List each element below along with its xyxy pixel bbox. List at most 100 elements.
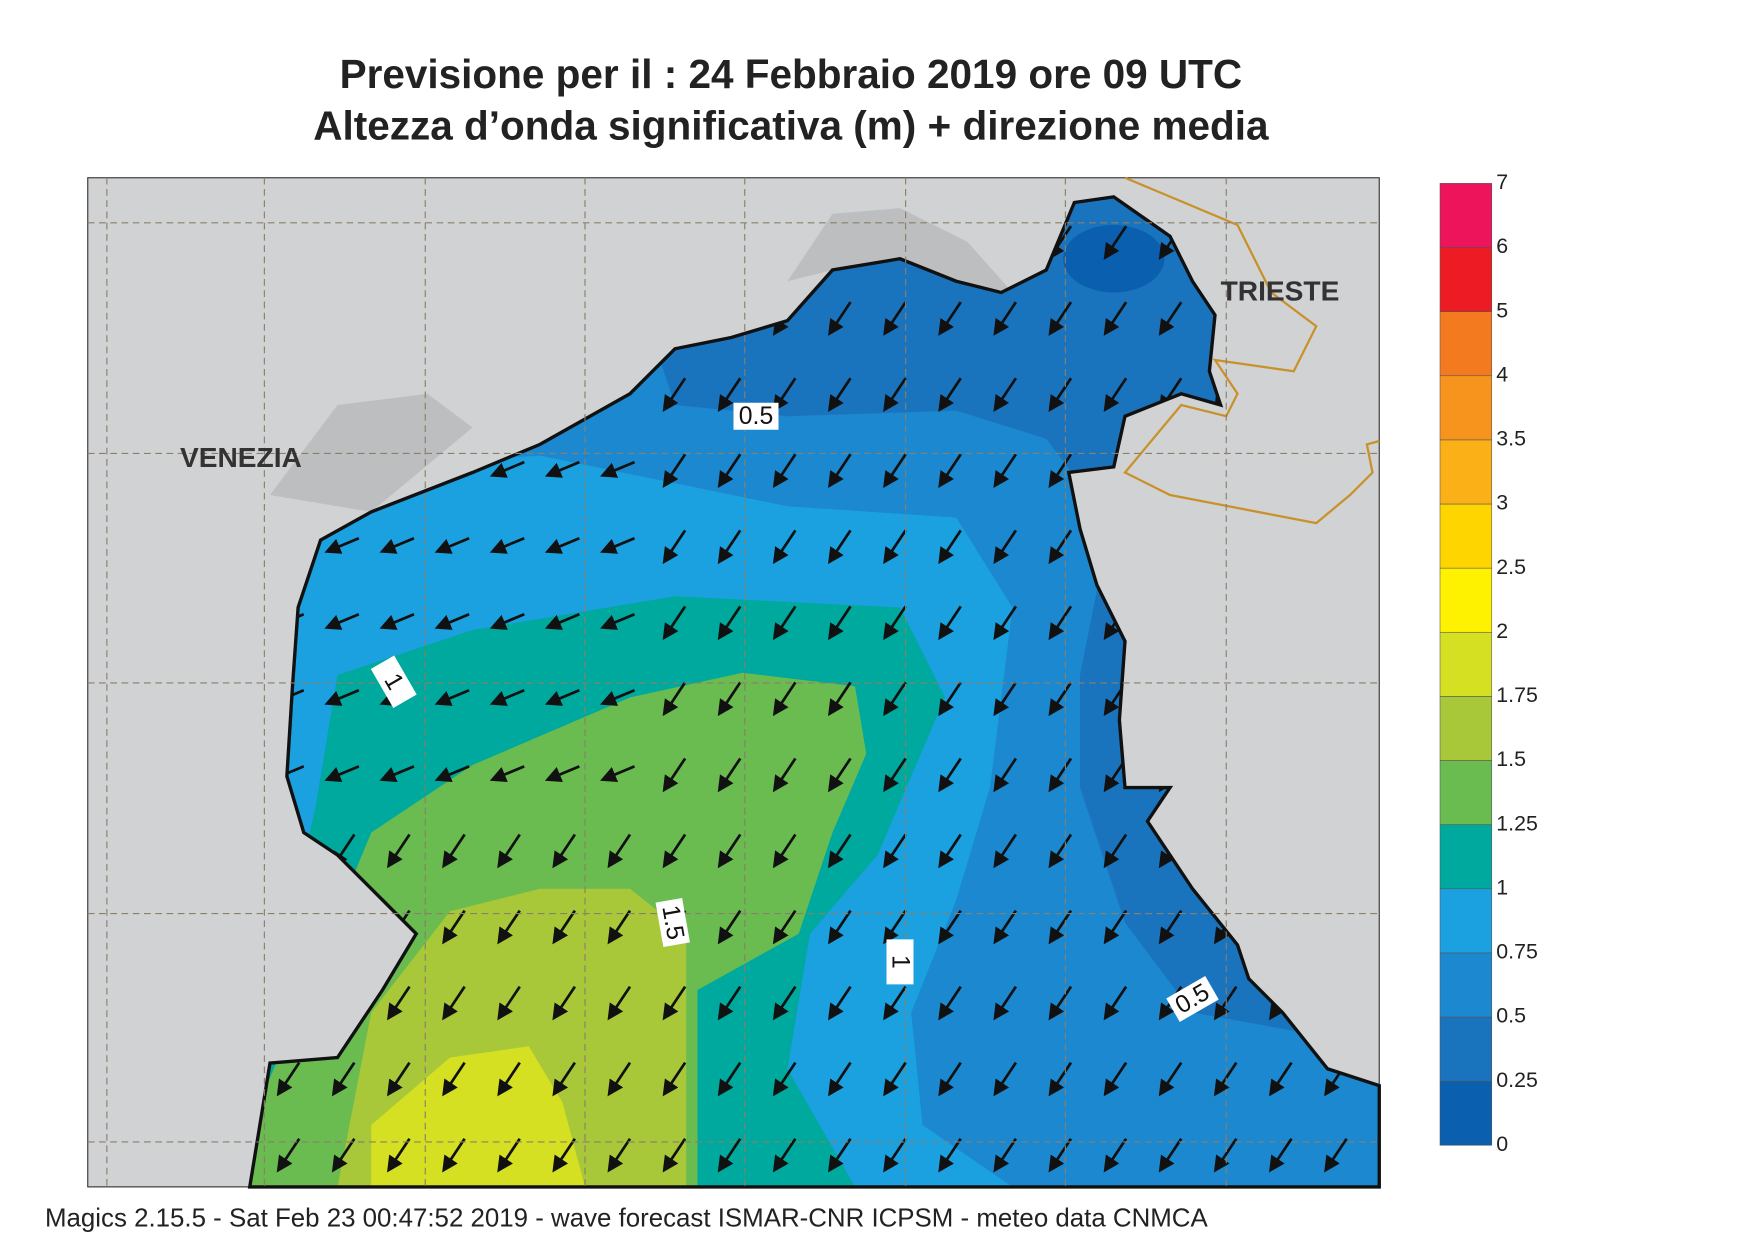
direction-arrow <box>662 1061 687 1097</box>
direction-arrow <box>883 529 907 565</box>
colorbar-tick-label: 3.5 <box>1496 427 1526 451</box>
direction-arrow <box>772 1061 797 1097</box>
direction-arrow <box>1269 1137 1293 1173</box>
direction-arrow <box>331 1137 356 1173</box>
direction-arrow <box>387 985 411 1021</box>
colorbar-band <box>1439 247 1493 312</box>
direction-arrow <box>772 453 797 489</box>
direction-arrow <box>489 613 525 630</box>
direction-arrow <box>662 757 687 793</box>
colorbar-band <box>1439 567 1493 633</box>
direction-arrow <box>772 757 797 793</box>
direction-arrow <box>772 833 797 869</box>
direction-arrow <box>442 1061 466 1097</box>
direction-arrow <box>717 681 742 717</box>
colorbar-band <box>1439 375 1493 441</box>
footer: Magics 2.15.5 - Sat Feb 23 00:47:52 2019… <box>45 1204 1208 1232</box>
colorbar-tick-label: 5 <box>1496 298 1508 322</box>
direction-arrow <box>662 453 687 489</box>
direction-arrow <box>1048 681 1073 717</box>
direction-arrow <box>993 453 1017 489</box>
direction-arrow <box>1269 1061 1293 1097</box>
colorbar-tick-label: 0.25 <box>1496 1068 1538 1092</box>
direction-arrow <box>1158 301 1183 336</box>
direction-arrow <box>1103 1061 1128 1097</box>
direction-arrow <box>938 833 962 869</box>
direction-arrow <box>883 833 907 869</box>
direction-arrow <box>883 909 907 945</box>
colorbar-tick-label: 1 <box>1496 875 1508 899</box>
direction-arrow <box>544 765 580 782</box>
direction-arrow <box>662 985 687 1021</box>
direction-arrow <box>1048 301 1073 336</box>
colorbar-band <box>1439 696 1493 761</box>
direction-arrow <box>434 613 470 630</box>
direction-arrow <box>1048 985 1073 1021</box>
direction-arrow <box>552 1061 576 1097</box>
direction-arrow <box>883 757 907 793</box>
direction-arrow <box>387 1137 411 1173</box>
direction-arrow <box>772 377 797 412</box>
direction-arrow <box>938 1061 962 1097</box>
direction-arrow <box>552 833 576 869</box>
direction-arrow <box>489 460 525 478</box>
direction-arrow <box>600 689 636 706</box>
direction-arrow <box>938 377 962 412</box>
direction-arrow <box>883 605 907 641</box>
contour-label: 0.5 <box>733 402 779 430</box>
direction-arrow <box>1048 529 1073 565</box>
direction-arrow <box>607 1137 632 1173</box>
direction-arrow <box>993 301 1017 336</box>
contour-label: 1 <box>886 939 914 985</box>
direction-arrow <box>993 529 1017 565</box>
direction-arrow <box>1213 1137 1238 1173</box>
direction-arrow <box>938 1137 962 1173</box>
direction-arrow <box>1048 377 1073 412</box>
direction-arrow <box>324 536 360 554</box>
label-box <box>370 655 417 708</box>
direction-arrow <box>828 985 852 1021</box>
direction-arrow <box>434 765 470 782</box>
direction-arrow <box>993 833 1017 869</box>
direction-arrow <box>1048 453 1073 489</box>
direction-arrow <box>662 529 687 565</box>
direction-arrow <box>497 833 521 869</box>
direction-arrow <box>828 909 852 945</box>
lagoon <box>270 208 1013 512</box>
direction-arrow <box>772 909 797 945</box>
colorbar-tick-label: 0.5 <box>1496 1004 1526 1028</box>
direction-arrow <box>717 529 742 565</box>
direction-arrow <box>1103 1137 1128 1173</box>
direction-arrow <box>938 529 962 565</box>
direction-arrow <box>1103 377 1128 412</box>
title-line: Altezza d’onda significativa (m) + direz… <box>313 103 1269 149</box>
direction-arrow <box>1103 301 1128 336</box>
direction-arrow <box>717 757 742 793</box>
direction-arrow <box>993 757 1017 793</box>
direction-arrow <box>883 377 907 412</box>
direction-arrow <box>387 833 411 869</box>
colorbar-tick-label: 1.75 <box>1496 683 1538 707</box>
direction-arrow <box>993 1061 1017 1097</box>
direction-arrow <box>717 909 742 945</box>
colorbar-tick-label: 0 <box>1496 1132 1508 1156</box>
label-box <box>1166 976 1219 1022</box>
direction-arrow <box>489 765 525 782</box>
direction-arrow <box>600 613 636 630</box>
direction-arrow <box>1103 985 1128 1021</box>
direction-arrow <box>772 985 797 1021</box>
colorbar-band <box>1439 183 1493 248</box>
direction-arrow <box>544 460 580 478</box>
direction-arrow <box>883 985 907 1021</box>
direction-arrow <box>600 460 636 478</box>
direction-arrow <box>276 1137 301 1173</box>
direction-arrow <box>717 1061 742 1097</box>
direction-arrow <box>489 536 525 554</box>
direction-arrow <box>662 1137 687 1173</box>
direction-arrow <box>552 1137 576 1173</box>
direction-arrow <box>993 681 1017 717</box>
direction-arrow <box>662 681 687 717</box>
direction-arrow <box>607 985 632 1021</box>
direction-arrow <box>828 453 852 489</box>
direction-arrow <box>1048 909 1073 945</box>
